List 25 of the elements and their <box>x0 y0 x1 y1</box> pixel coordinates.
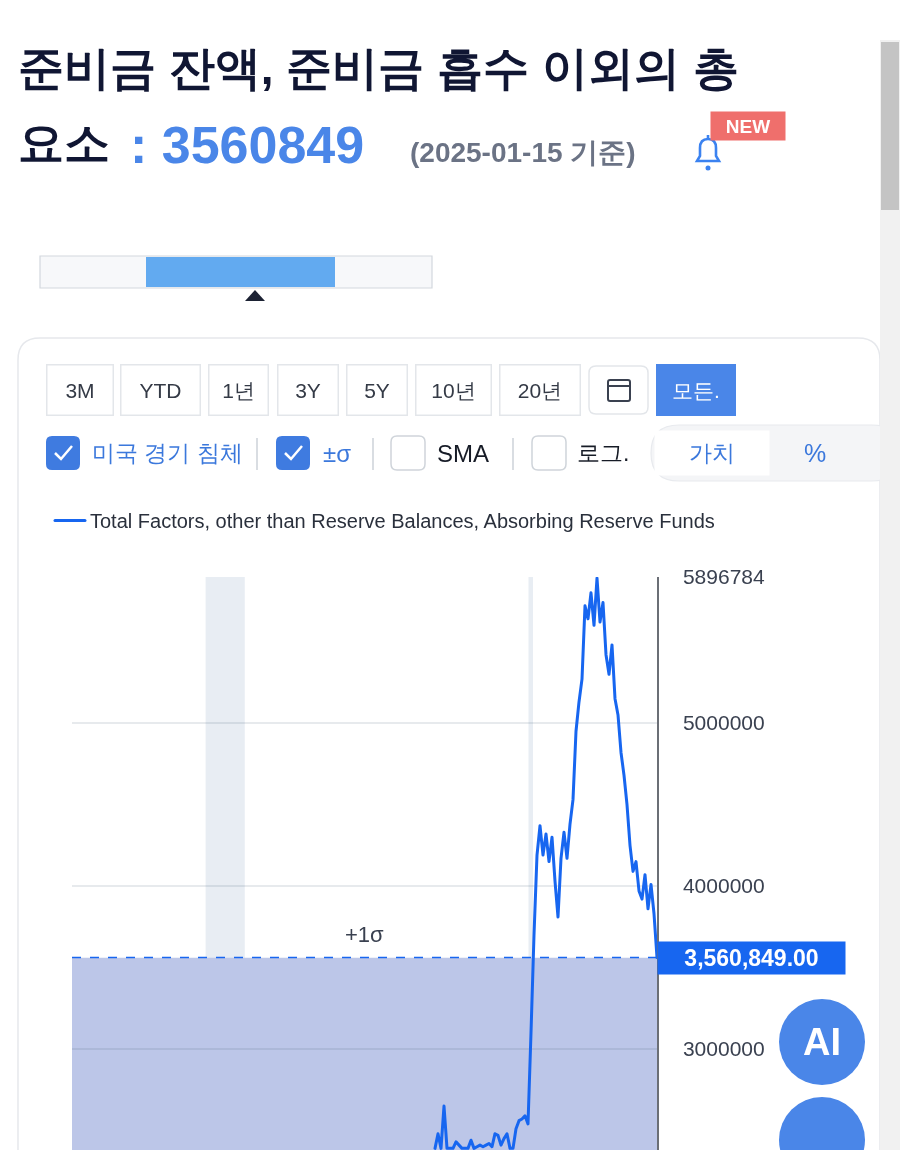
y-tick-label: 5896784 <box>682 565 766 589</box>
text: SMA <box>437 440 490 467</box>
text: 모든. <box>672 378 720 402</box>
text: NEW <box>725 115 771 137</box>
text: 10년 <box>431 378 476 402</box>
text: 가치 <box>689 440 735 466</box>
band-label: +1σ <box>345 922 385 947</box>
text: : 3560849 <box>130 116 365 174</box>
text: YTD <box>139 378 182 402</box>
text: 로그. <box>577 440 630 466</box>
text: 5Y <box>364 378 390 402</box>
text: 미국 경기 침체 <box>92 440 243 466</box>
chart-subtitle: (2025-01-15 기준) <box>410 137 636 168</box>
ref-line-label: 3,560,849.00 <box>684 945 819 971</box>
y-tick-label: 3000000 <box>682 1037 765 1061</box>
text: 3M <box>65 378 95 402</box>
text: 20년 <box>517 378 563 402</box>
text: 1년 <box>222 378 255 402</box>
text: ±σ <box>323 440 352 467</box>
y-tick-label: 4000000 <box>682 874 765 898</box>
y-tick-label: 5000000 <box>682 711 765 735</box>
text: 3Y <box>295 378 321 402</box>
text: % <box>804 439 827 467</box>
legend-label: Total Factors, other than Reserve Balances, Absorbing Reserve Funds <box>90 510 715 533</box>
text: AI <box>803 1021 841 1063</box>
